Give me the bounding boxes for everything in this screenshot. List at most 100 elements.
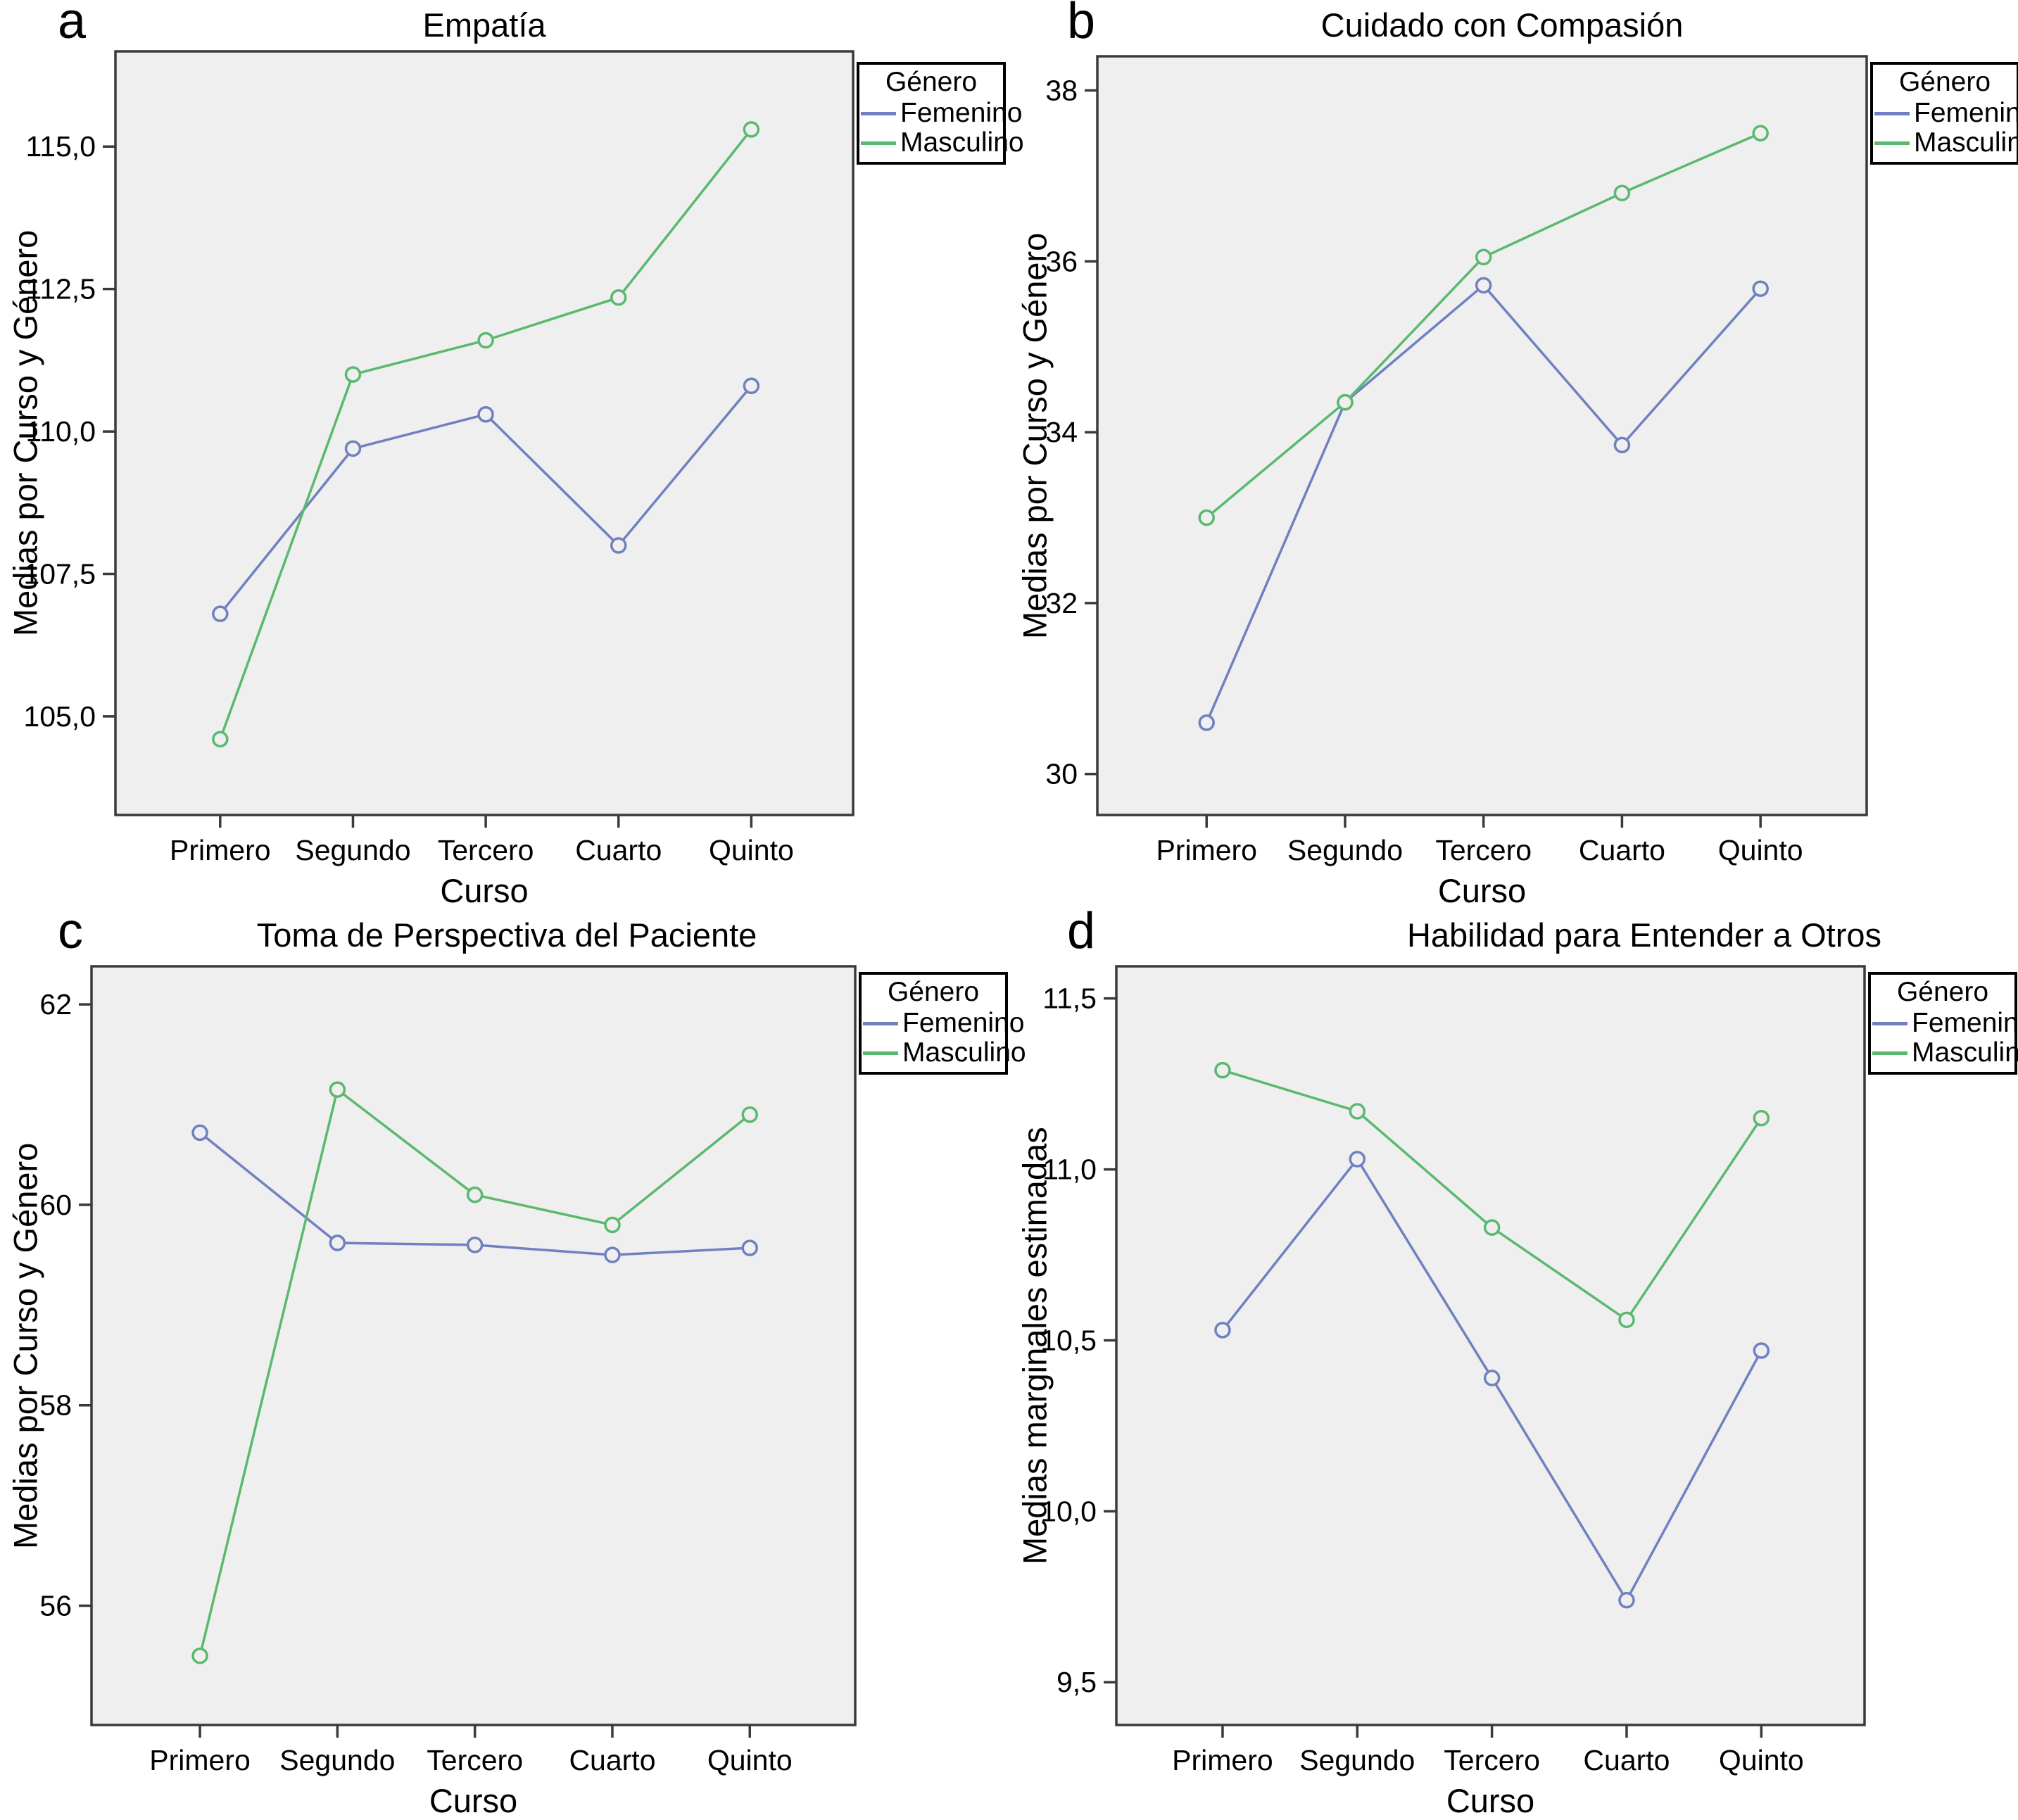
x-tick-label: Quinto	[1719, 1744, 1804, 1776]
panel-letter: a	[58, 0, 87, 49]
y-tick-label: 9,5	[1057, 1666, 1097, 1698]
chart-panel-b: 30 32 34 36 38 Primero Segundo Tercero Cuarto Qui…	[1009, 0, 2018, 910]
chart-panel-c: 56 58 60 62 Primero Segundo Tercero Cuarto Quint…	[0, 904, 1026, 1820]
y-tick-label: 110,0	[25, 415, 96, 448]
data-point-femenino-segundo	[1349, 1151, 1366, 1168]
legend-label: Femenino	[902, 1008, 1025, 1038]
y-tick-label: 30	[1045, 758, 1078, 790]
x-tick-label: Segundo	[279, 1744, 395, 1776]
data-point-masculino-tercero	[477, 331, 494, 349]
data-point-femenino-tercero	[1475, 277, 1492, 294]
data-point-femenino-segundo	[329, 1234, 346, 1251]
plot-frame	[114, 50, 855, 816]
data-point-femenino-primero	[191, 1124, 208, 1142]
x-tick-label: Segundo	[1287, 834, 1403, 866]
x-tick-label: Quinto	[709, 834, 794, 866]
masculino-line-swatch	[1872, 1051, 1907, 1055]
plot-svg: 30 32 34 36 38 Primero Segundo Tercero Cuarto Qui…	[1045, 55, 1868, 866]
masculino-line-swatch	[861, 141, 896, 145]
data-point-femenino-cuarto	[604, 1246, 621, 1263]
data-point-masculino-segundo	[1337, 393, 1354, 411]
data-point-femenino-quinto	[743, 377, 760, 395]
femenino-line-swatch	[861, 111, 896, 115]
y-tick-label: 36	[1045, 245, 1078, 277]
x-axis-title: Curso	[440, 872, 529, 909]
data-point-masculino-segundo	[329, 1081, 346, 1098]
plot-frame	[1115, 965, 1866, 1726]
x-axis-title: Curso	[429, 1782, 518, 1819]
y-tick-label: 11,5	[1042, 982, 1097, 1015]
data-point-femenino-tercero	[1483, 1370, 1501, 1386]
data-point-femenino-primero	[212, 605, 229, 622]
panel-letter: c	[58, 903, 83, 959]
legend-label: Masculino	[900, 127, 1024, 158]
legend-row-femenino: Femenino	[1873, 98, 2018, 128]
plot-frame	[1096, 55, 1868, 816]
y-tick-label: 32	[1045, 587, 1078, 619]
legend: Género Femenino Masculino	[857, 62, 1024, 165]
chart-title: Toma de Perspectiva del Paciente	[256, 916, 757, 954]
plot-frame	[90, 965, 857, 1726]
legend-label: Femenino	[1912, 1008, 2018, 1038]
plot-background	[1116, 966, 1865, 1725]
data-point-masculino-quinto	[1753, 1109, 1770, 1127]
data-point-femenino-quinto	[741, 1239, 759, 1256]
y-axis-title: Medias marginales estimadas	[1016, 1127, 1054, 1565]
chart-title: Habilidad para Entender a Otros	[1406, 916, 1882, 954]
plot-background	[1097, 56, 1867, 815]
x-tick-label: Primero	[1172, 1744, 1273, 1776]
chart-title: Cuidado con Compasión	[1320, 6, 1684, 44]
data-point-masculino-tercero	[1483, 1219, 1501, 1236]
data-point-masculino-primero	[1214, 1061, 1231, 1079]
x-tick-label: Cuarto	[575, 834, 662, 866]
data-point-femenino-cuarto	[1618, 1591, 1635, 1609]
x-axis-title: Curso	[1437, 872, 1527, 909]
x-tick-label: Tercero	[1444, 1744, 1540, 1776]
legend-row-femenino: Femenino	[1871, 1008, 2018, 1038]
data-point-masculino-primero	[212, 731, 229, 748]
legend-title: Género	[1898, 67, 1991, 97]
y-axis-title: Medias por Curso y Género	[6, 229, 44, 637]
x-tick-label: Segundo	[295, 834, 410, 866]
legend-title: Género	[1896, 977, 1989, 1007]
x-tick-label: Cuarto	[1583, 1744, 1670, 1776]
legend-title: Género	[885, 67, 978, 97]
data-point-femenino-cuarto	[1613, 436, 1631, 454]
y-tick-label: 58	[39, 1389, 72, 1422]
legend: Género Femenino Masculino	[859, 972, 1026, 1075]
x-tick-label: Segundo	[1299, 1744, 1415, 1776]
chart-panel-d: 9,5 10,0 10,5 11,0 11,5 Primero Segundo Tercero…	[1009, 904, 2018, 1820]
data-point-masculino-quinto	[1752, 125, 1769, 142]
legend-label: Femenino	[1914, 98, 2018, 128]
data-point-masculino-cuarto	[604, 1216, 621, 1234]
legend-label: Femenino	[900, 98, 1023, 128]
femenino-line-swatch	[863, 1021, 898, 1025]
data-point-masculino-primero	[191, 1647, 208, 1664]
panel-letter: d	[1067, 903, 1096, 959]
y-tick-label: 60	[39, 1189, 72, 1221]
plot-svg: 56 58 60 62 Primero Segundo Tercero Cuarto Quint…	[39, 965, 857, 1776]
data-point-masculino-cuarto	[1618, 1311, 1635, 1329]
data-point-femenino-primero	[1214, 1322, 1231, 1339]
y-axis-title: Medias por Curso y Género	[6, 1142, 44, 1549]
data-point-masculino-primero	[1198, 509, 1215, 526]
legend-row-masculino: Masculino	[1871, 1037, 2018, 1068]
panel-letter: b	[1067, 0, 1096, 49]
data-point-masculino-cuarto	[610, 289, 627, 306]
data-point-femenino-primero	[1198, 714, 1215, 731]
data-point-masculino-segundo	[1349, 1103, 1366, 1120]
x-tick-label: Primero	[149, 1744, 251, 1776]
x-tick-label: Tercero	[1435, 834, 1532, 866]
x-tick-label: Tercero	[438, 834, 534, 866]
y-tick-label: 38	[1045, 74, 1078, 106]
y-tick-label: 115,0	[25, 130, 96, 163]
legend-label: Masculino	[1914, 127, 2018, 158]
femenino-line-swatch	[1874, 111, 1910, 115]
chart-title: Empatía	[422, 6, 546, 44]
legend: Género Femenino Masculino	[1868, 972, 2018, 1075]
femenino-line-swatch	[1872, 1021, 1907, 1025]
x-tick-label: Quinto	[707, 1744, 793, 1776]
data-point-masculino-cuarto	[1613, 184, 1631, 201]
data-point-femenino-tercero	[466, 1237, 484, 1253]
legend: Género Femenino Masculino	[1870, 62, 2018, 165]
